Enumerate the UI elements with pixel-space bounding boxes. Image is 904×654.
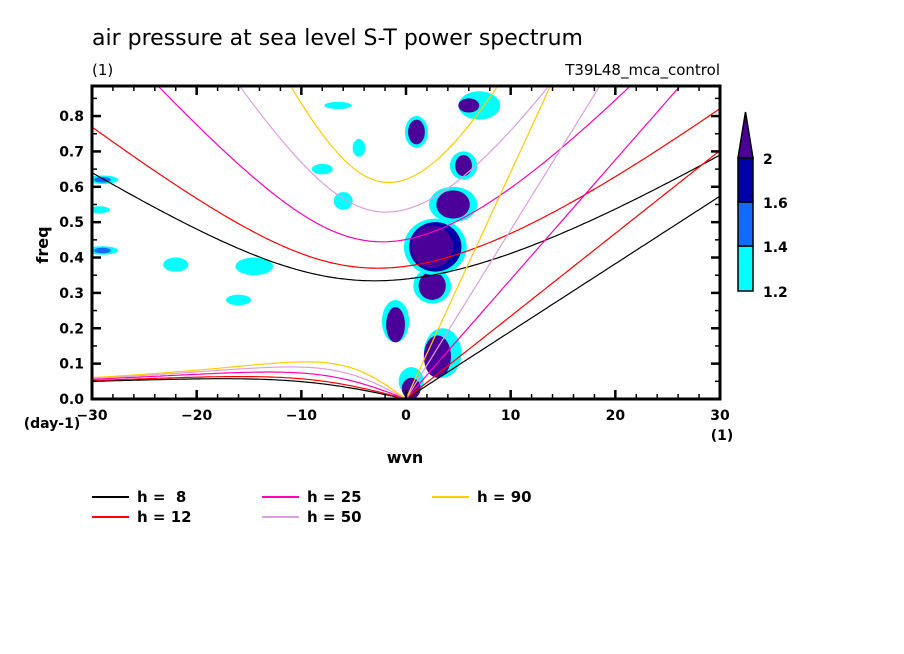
contour-fill-layer (92, 91, 501, 399)
y-tick-label: 0.8 (59, 109, 84, 125)
chart-subtitle-experiment: T39L48_mca_control (564, 61, 720, 80)
contour-region (455, 154, 472, 177)
legend-label-h12: h = 12 (137, 508, 192, 526)
kelvin-curve-h25 (405, 86, 681, 399)
inertia-gravity-curve-h12 (92, 108, 720, 269)
contour-region (92, 206, 110, 214)
legend-label-h25: h = 25 (307, 488, 362, 506)
legend-label-h50: h = 50 (307, 508, 362, 526)
contour-region (163, 257, 189, 272)
contour-region (311, 163, 333, 175)
inertia-gravity-curve-h8 (92, 154, 720, 282)
axis-ticks: −30 −20 −10 0 10 20 30 0.0 0.1 0.2 0.3 0.4 0.5 0.6 0.7… (59, 86, 730, 424)
x-tick-label: −20 (181, 408, 212, 424)
rossby-curve-h50 (92, 366, 407, 399)
colorbar-label: 2 (763, 152, 773, 168)
x-axis-unit: (1) (711, 428, 734, 444)
contour-region (423, 335, 452, 378)
contour-region (436, 190, 470, 219)
colorbar-segment (737, 201, 754, 247)
chart-title: air pressure at sea level S-T power spec… (92, 26, 583, 51)
contour-region (235, 257, 274, 276)
colorbar-label: 1.2 (763, 285, 788, 301)
rossby-curve-h25 (92, 371, 407, 399)
inertia-gravity-curve-h90 (289, 86, 499, 184)
x-tick-label: 30 (710, 408, 730, 424)
x-tick-label: 0 (401, 408, 411, 424)
contour-region (418, 271, 446, 300)
y-tick-label: 0.5 (59, 215, 84, 231)
dispersion-curves-layer (92, 86, 720, 399)
y-tick-label: 0.1 (59, 357, 84, 373)
rossby-curve-h8 (92, 378, 407, 399)
legend-label-h90: h = 90 (477, 488, 532, 506)
colorbar-label: 1.6 (763, 196, 788, 212)
y-tick-label: 0.0 (59, 392, 84, 408)
rossby-curve-h90 (92, 361, 407, 399)
legend: h = 8 h = 12 h = 25 h = 50 h = 90 (92, 488, 532, 526)
contour-region (411, 225, 454, 269)
y-tick-label: 0.6 (59, 180, 84, 196)
contour-region (225, 294, 252, 306)
kelvin-curve-h12 (405, 150, 720, 399)
colorbar-extend-triangle (737, 111, 754, 159)
kelvin-curve-h8 (405, 195, 720, 399)
y-tick-label: 0.3 (59, 286, 84, 302)
x-tick-label: 10 (501, 408, 521, 424)
contour-region (352, 139, 366, 157)
contour-region (324, 101, 352, 109)
rossby-curve-h12 (92, 376, 407, 399)
contour-region (386, 307, 405, 343)
contour-region (94, 247, 111, 254)
contour-region (408, 119, 425, 145)
inertia-gravity-curve-h50 (238, 86, 550, 213)
kelvin-curve-h50 (405, 86, 601, 399)
inertia-gravity-curve-h25 (157, 86, 632, 243)
y-tick-label: 0.7 (59, 144, 84, 160)
colorbar-segment (737, 245, 754, 292)
contour-region (458, 98, 480, 113)
x-tick-label: −10 (286, 408, 317, 424)
y-tick-label: 0.2 (59, 321, 84, 337)
colorbar-label: 1.4 (763, 240, 788, 256)
x-tick-label: 20 (606, 408, 626, 424)
legend-label-h8: h = 8 (137, 488, 186, 506)
chart-subtitle-units: (1) (92, 61, 113, 79)
kelvin-curve-h90 (405, 86, 552, 399)
y-axis-unit: (day-1) (24, 416, 81, 432)
y-tick-label: 0.4 (59, 251, 84, 267)
colorbar-segment (737, 157, 754, 203)
colorbar: 1.2 1.4 1.6 2 (737, 111, 788, 301)
y-axis-label: freq (33, 226, 52, 263)
contour-region (333, 192, 353, 210)
x-tick-label: −30 (76, 408, 107, 424)
x-axis-label: wvn (387, 448, 424, 467)
